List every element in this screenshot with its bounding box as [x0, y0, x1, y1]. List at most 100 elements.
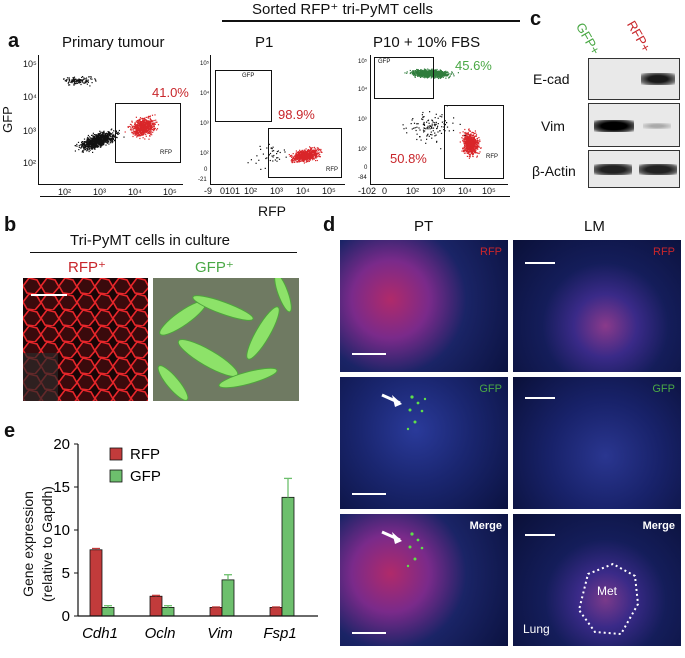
band-vim-rfp: [643, 123, 671, 129]
xtick-3-4: 10⁴: [458, 186, 472, 196]
y-tick-label: 10: [53, 522, 70, 539]
channel-label-merge-pt: Merge: [469, 520, 502, 532]
gfp-gate-3: [374, 57, 434, 99]
xtick-2-2: 10²: [244, 186, 258, 196]
xtick-1-1: 10³: [93, 187, 107, 197]
ytick-3-4: 0: [364, 165, 368, 171]
band-actin-gfp: [594, 164, 632, 175]
lm-merge-image: Merge Met Lung: [513, 514, 681, 646]
met-label: Met: [597, 584, 618, 598]
x-tick-label: Vim: [207, 625, 233, 642]
x-tick-label: Fsp1: [263, 625, 296, 642]
flow-scatter-2: [247, 143, 323, 170]
gfp-gate-label-2: GFP: [242, 73, 255, 79]
bar-rfp-cdh1: [89, 549, 103, 617]
ytick-3-2: 10³: [358, 117, 367, 123]
scale-bar-pt-merge: [352, 632, 386, 634]
blot-row-vim: Vim: [541, 118, 565, 134]
channel-label-rfp-lm: RFP: [653, 246, 675, 258]
ytick-2-2: 10³: [200, 121, 209, 127]
bar-chart-svg: 0 5 10 15 20 Cdh1 Ocln Vim Fsp1 RFP GFP: [53, 436, 318, 642]
x-tick-label: Ocln: [145, 625, 176, 642]
gfp-spindle-cells: [157, 278, 292, 401]
flow-plot-p10: GFP RFP 45.6% 50.8% 10⁵ 10⁴ 10³ 10² 0 -8…: [358, 55, 508, 196]
scale-bar-lm-rfp: [525, 262, 555, 264]
rfp-gate-2: [268, 128, 342, 178]
pt-gfp-overlay: [381, 393, 427, 431]
legend-swatch-gfp: [109, 469, 123, 483]
bar-gfp-cdh1: [101, 606, 115, 617]
bar-rfp-ocln: [149, 595, 163, 617]
gfp-gate-label-3: GFP: [378, 59, 391, 65]
legend-label-rfp: RFP: [130, 446, 160, 463]
blot-col-gfp: GFP+: [573, 20, 604, 58]
ytick-3-3: 10²: [358, 147, 367, 153]
bar-gfp-ocln: [161, 606, 175, 617]
channel-label-merge-lm: Merge: [642, 520, 675, 532]
ytick-1-3: 10²: [23, 158, 37, 168]
rfp-percent-2: 98.9%: [278, 107, 315, 122]
xtick-2-0: -9: [204, 186, 213, 196]
panel-letter-e: e: [4, 420, 16, 442]
pt-merge-image: Merge: [340, 514, 508, 646]
gfp-gate-2: [215, 70, 272, 122]
channel-label-gfp-pt: GFP: [479, 383, 502, 395]
flow-scatter-1: [63, 76, 160, 153]
pt-merge-overlay: [381, 530, 424, 568]
blot-actin: [588, 150, 680, 188]
panel-b-header: Tri-PyMT cells in culture: [70, 232, 231, 249]
panel-b-label-gfp: GFP⁺: [195, 259, 234, 276]
xtick-2-3: 10³: [270, 186, 284, 196]
lm-rfp-image: RFP: [513, 240, 681, 372]
rfp-percent-3: 50.8%: [390, 151, 427, 166]
blot-vim: [588, 103, 680, 147]
legend-label-gfp: GFP: [130, 468, 161, 485]
band-vim-gfp: [594, 120, 634, 132]
panel-a-header: Sorted RFP⁺ tri-PyMT cells: [252, 1, 434, 18]
rfp-percent-1: 41.0%: [152, 85, 189, 100]
xtick-3-2: 10²: [406, 186, 420, 196]
y-tick-label: 0: [62, 608, 70, 625]
ytick-2-4: 0: [204, 167, 208, 173]
rfp-gate-3: [444, 105, 504, 179]
y-tick-label: 5: [62, 565, 70, 582]
xtick-3-3: 10³: [432, 186, 446, 196]
pt-gfp-image: GFP: [340, 377, 508, 509]
culture-image-gfp: [153, 278, 299, 401]
flow-plot-primary-tumour: RFP 41.0% 10⁵ 10⁴ 10³ 10² 10² 10³ 10⁴ 10…: [23, 55, 189, 197]
chart-ylabel2-text: (relative to Gapdh): [39, 486, 55, 602]
rfp-gate-label-2: RFP: [326, 167, 338, 173]
channel-label-rfp-pt: RFP: [480, 246, 502, 258]
blot-row-actin: β-Actin: [532, 163, 576, 179]
xtick-1-2: 10⁴: [128, 187, 142, 197]
legend-swatch-rfp: [109, 447, 123, 461]
bar-gfp-vim: [221, 579, 235, 617]
panel-letter-c: c: [530, 8, 542, 30]
col-label-pt: PT: [414, 218, 434, 235]
band-actin-rfp: [639, 164, 677, 175]
xtick-2-1: 0101: [220, 186, 241, 196]
panel-letter-a: a: [8, 30, 20, 52]
xtick-2-4: 10⁴: [296, 186, 310, 196]
gfp-axis-label: GFP: [0, 106, 15, 133]
scale-bar-b: [31, 294, 67, 296]
gfp-percent-3: 45.6%: [455, 58, 492, 73]
panel-a-header-line: [222, 20, 520, 22]
channel-label-gfp-lm: GFP: [652, 383, 675, 395]
pt-rfp-image: RFP: [340, 240, 508, 372]
ytick-3-0: 10⁵: [358, 59, 368, 65]
y-tick-label: 15: [53, 479, 70, 496]
rfp-gate-label-1: RFP: [160, 150, 172, 156]
ytick-3-1: 10⁴: [358, 87, 368, 93]
scale-bar-pt-gfp: [352, 493, 386, 495]
blot-col-rfp: RFP+: [624, 18, 654, 55]
plot1-title: Primary tumour: [62, 34, 165, 51]
plot2-title: P1: [255, 34, 274, 51]
lung-label: Lung: [523, 622, 550, 636]
xtick-2-5: 10⁵: [322, 186, 336, 196]
flow-scatter-3: [402, 68, 482, 159]
rfp-gate-1: [115, 103, 181, 163]
plot3-title: P10 + 10% FBS: [373, 34, 481, 51]
xtick-3-1: 0: [382, 186, 388, 196]
scale-bar-lm-merge: [525, 534, 555, 536]
